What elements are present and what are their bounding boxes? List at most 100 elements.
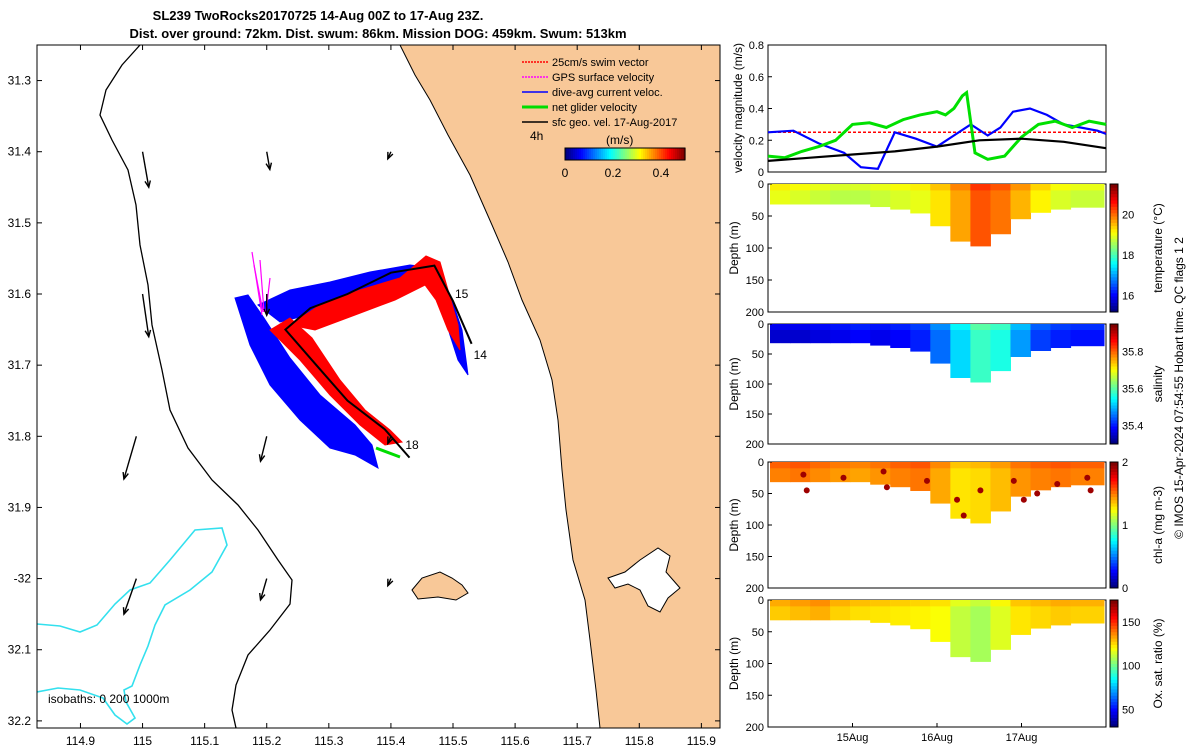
track-swaths xyxy=(234,255,469,470)
isobath-1000m xyxy=(37,527,228,725)
section-colorbar-segment xyxy=(1110,196,1118,201)
colorbar-segment xyxy=(627,148,630,160)
section-colorbar-segment xyxy=(1110,468,1118,472)
section-colorbar-segment xyxy=(1110,228,1118,233)
colorbar-segment xyxy=(569,148,572,160)
section-colorbar-segment xyxy=(1110,612,1118,617)
day-label: 14 xyxy=(474,348,488,362)
section-colorbar-segment xyxy=(1110,357,1118,361)
title-line-2: Dist. over ground: 72km. Dist. swum: 86k… xyxy=(129,26,626,41)
section-colorbar-segment xyxy=(1110,471,1118,476)
section-colorbar-segment xyxy=(1110,270,1118,275)
section-surface-cell xyxy=(790,462,811,469)
section-colorbar-segment xyxy=(1110,366,1118,370)
section-colorbar-segment xyxy=(1110,238,1118,243)
velocity-ylabel: velocity magnitude (m/s) xyxy=(731,43,745,173)
colorbar-segment xyxy=(643,148,646,160)
section-colorbar-segment xyxy=(1110,283,1118,287)
section-cell xyxy=(1030,600,1052,629)
section-surface-cell xyxy=(1030,600,1052,607)
section-colorbar-segment xyxy=(1110,631,1118,636)
colorbar-segment xyxy=(565,148,568,160)
section-colorbar-segment xyxy=(1110,438,1118,442)
section-colorbar-segment xyxy=(1110,499,1118,504)
section-colorbar-segment xyxy=(1110,408,1118,412)
section-colorbar-segment xyxy=(1110,676,1118,680)
colorbar-segment xyxy=(667,148,670,160)
section-cell xyxy=(990,184,1011,235)
section-surface-cell xyxy=(990,184,1011,191)
section-surface-cell xyxy=(1050,324,1072,330)
section-colorbar-segment xyxy=(1110,212,1118,217)
section-surface-cell xyxy=(810,324,831,330)
chl-high-dot xyxy=(1084,474,1091,481)
legend-net: net glider velocity xyxy=(552,102,637,114)
colorbar-segment xyxy=(585,148,588,160)
section-surface-cell xyxy=(950,324,971,330)
section-colorbar-segment xyxy=(1110,509,1118,513)
section-surface-cell xyxy=(770,324,791,330)
section-colorbar-segment xyxy=(1110,609,1118,614)
map-ytick-label: 31.7 xyxy=(8,358,32,372)
map-xtick-label: 114.9 xyxy=(66,734,95,748)
colorbar-segment xyxy=(663,148,666,160)
isobath-200m xyxy=(99,45,293,728)
section-colorbar-label: temperature (°C) xyxy=(1151,203,1165,293)
section-surface-cell xyxy=(790,600,811,607)
section-colorbar-segment xyxy=(1110,480,1118,485)
section-colorbar-segment xyxy=(1110,525,1118,529)
colorbar-segment xyxy=(579,148,582,160)
colorbar-segment xyxy=(613,148,616,160)
section-colorbar-segment xyxy=(1110,606,1118,611)
colorbar-segment xyxy=(659,148,662,160)
section-colorbar-segment xyxy=(1110,679,1118,684)
section-colorbar-segment xyxy=(1110,351,1118,355)
section-surface-cell xyxy=(850,324,871,330)
section-ytick-label: 0 xyxy=(758,457,764,469)
colorbar-segment xyxy=(567,148,570,160)
section-surface-cell xyxy=(770,600,791,607)
colorbar-segment xyxy=(671,148,674,160)
map-legend: 25cm/s swim vector GPS surface velocity … xyxy=(522,57,686,180)
section-colorbar-segment xyxy=(1110,537,1118,542)
section-surface-cell xyxy=(950,184,971,191)
map-frame xyxy=(36,44,721,729)
section-colorbar-segment xyxy=(1110,414,1118,418)
section-surface-cell xyxy=(1070,324,1105,330)
section-colorbar-segment xyxy=(1110,222,1118,227)
velocity-series-line xyxy=(767,137,1107,162)
map-ytick-label: 31.3 xyxy=(8,74,32,88)
legend-sfc-geo: sfc geo. vel. 17-Aug-2017 xyxy=(552,117,677,129)
section-surface-cell xyxy=(810,184,831,191)
colorbar-segment xyxy=(673,148,676,160)
colorbar-segment xyxy=(621,148,624,160)
section-cell xyxy=(990,462,1011,512)
section-colorbar-frame xyxy=(1109,323,1119,445)
section-surface-cell xyxy=(890,600,911,607)
section-surface-cell xyxy=(970,324,991,330)
map-xtick-label: 115.9 xyxy=(687,734,716,748)
vel-ytick-label: 0.2 xyxy=(749,135,764,147)
section-colorbar-segment xyxy=(1110,305,1118,310)
vel-ytick-label: 0.4 xyxy=(749,104,764,116)
section-surface-cell xyxy=(890,462,911,469)
section-colorbar-segment xyxy=(1110,378,1118,382)
section-colorbar-segment xyxy=(1110,550,1118,554)
section-colorbar-segment xyxy=(1110,638,1118,642)
section-colorbar-segment xyxy=(1110,426,1118,430)
section-colorbar-tick: 16 xyxy=(1122,291,1134,303)
section-ytick-label: 200 xyxy=(746,307,764,319)
map-ytick-label: -32 xyxy=(14,572,32,586)
section-ytick-label: 150 xyxy=(746,552,764,564)
section-colorbar-label: salinity xyxy=(1151,366,1165,403)
section-colorbar-segment xyxy=(1110,584,1118,589)
section-colorbar-segment xyxy=(1110,225,1118,230)
section-colorbar-segment xyxy=(1110,628,1118,633)
sfc-geo-arrow-head xyxy=(144,329,152,339)
section-colorbar-segment xyxy=(1110,429,1118,433)
section-surface-cell xyxy=(1070,462,1105,469)
section-cell xyxy=(990,324,1011,372)
section-colorbar-frame xyxy=(1109,599,1119,728)
section-surface-cell xyxy=(930,324,951,330)
